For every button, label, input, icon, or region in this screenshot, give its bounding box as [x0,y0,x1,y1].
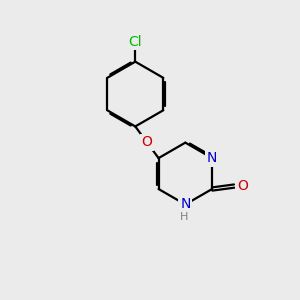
Text: N: N [207,151,217,165]
Text: O: O [237,179,248,193]
Text: O: O [142,135,152,149]
Text: H: H [180,212,188,222]
Text: N: N [180,197,190,212]
Text: Cl: Cl [128,34,142,49]
